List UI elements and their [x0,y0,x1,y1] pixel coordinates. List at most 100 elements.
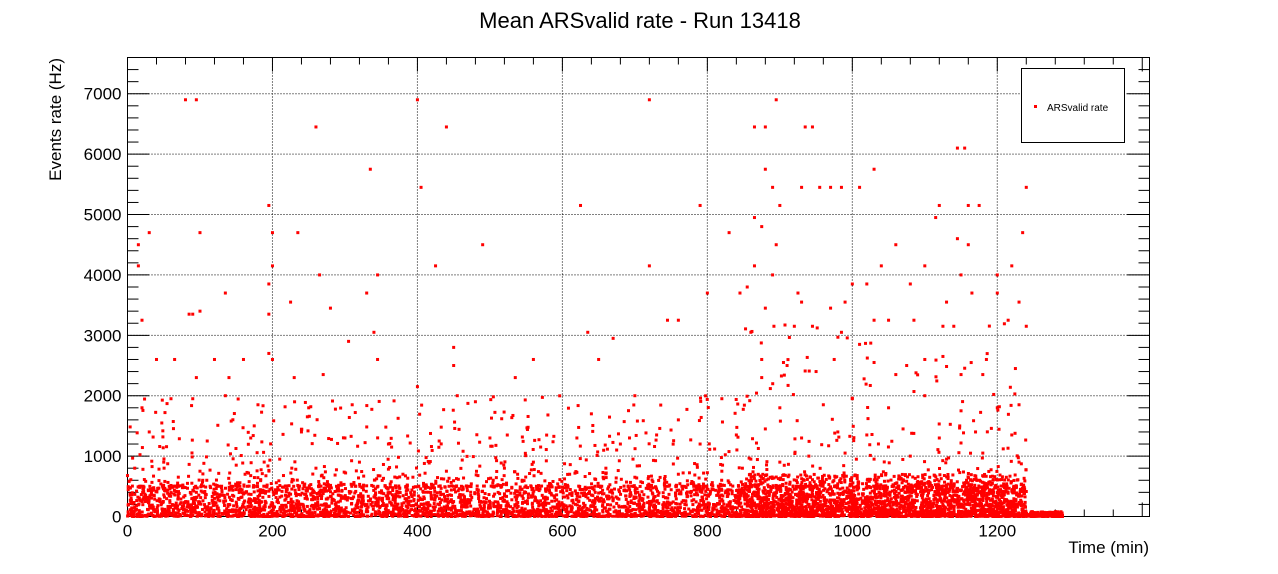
data-point [239,496,243,500]
data-point [326,513,330,517]
data-point [360,497,364,501]
data-point [761,505,765,509]
data-point [978,497,982,501]
data-point [646,487,650,491]
data-point [287,494,291,498]
data-point [240,488,244,492]
data-point [1022,485,1026,489]
data-point [842,498,846,502]
data-point [141,487,145,491]
data-point [826,504,830,508]
data-point [561,505,565,509]
data-point [920,480,924,484]
data-point [613,487,617,491]
data-point [435,494,439,498]
data-point [489,513,493,517]
data-point [650,511,654,515]
data-point [775,495,779,499]
data-point [224,499,228,503]
data-point [180,504,184,508]
data-point [451,501,455,505]
data-point [705,511,709,515]
data-point [689,509,693,513]
data-point [746,501,750,505]
data-point [619,492,623,496]
data-point [777,505,781,509]
data-point [461,498,465,502]
data-point [841,486,845,490]
data-point [781,478,785,482]
data-point [821,495,825,499]
data-point [990,512,994,516]
data-point [141,491,145,495]
data-point [999,504,1003,508]
data-point [1010,500,1014,504]
data-point [987,503,991,507]
data-point [964,507,968,511]
data-point [659,509,663,513]
data-point [148,504,152,508]
data-point [931,505,935,509]
data-point [828,511,832,515]
data-point [366,505,370,509]
data-point [616,512,620,516]
data-point [889,506,893,510]
data-point [681,513,685,517]
data-point [753,501,757,505]
data-point [388,491,392,495]
data-point [272,493,276,497]
y-tick-label: 7000 [84,85,122,104]
data-point [929,507,933,511]
data-point [134,504,138,508]
data-point [746,514,750,518]
data-point [392,507,396,511]
data-point [176,497,180,501]
data-point [889,497,893,501]
data-point [576,491,580,495]
data-point [394,486,398,490]
data-point [888,490,892,494]
data-point [459,509,463,513]
data-point [433,498,437,502]
data-point [722,508,726,512]
data-point [624,505,628,509]
data-point [903,509,907,513]
data-point [894,512,898,516]
data-point [651,509,655,513]
data-point [920,494,924,498]
data-point [635,487,639,491]
data-point [936,507,940,511]
data-point [364,510,368,514]
data-point [658,514,662,518]
data-point [826,513,830,517]
data-point [174,512,178,516]
data-point [797,506,801,510]
data-point [399,506,403,510]
data-point [833,499,837,503]
data-point [191,496,195,500]
data-point [535,512,539,516]
data-point [226,503,230,507]
y-tick-label: 4000 [84,266,122,285]
data-point [895,513,899,517]
data-point [461,493,465,497]
data-point [661,495,665,499]
data-point [816,490,820,494]
data-point [513,495,517,499]
data-point [669,508,673,512]
data-point [450,493,454,497]
data-point [273,505,277,509]
data-point [720,493,724,497]
data-point [936,492,940,496]
data-point [685,495,689,499]
data-point [575,503,579,507]
data-point [139,493,143,497]
data-point [448,493,452,497]
data-point [1003,498,1007,502]
data-point [988,488,992,492]
data-point [692,514,696,518]
data-point [171,503,175,507]
data-point [286,509,290,513]
data-point [180,506,184,510]
data-point [664,503,668,507]
